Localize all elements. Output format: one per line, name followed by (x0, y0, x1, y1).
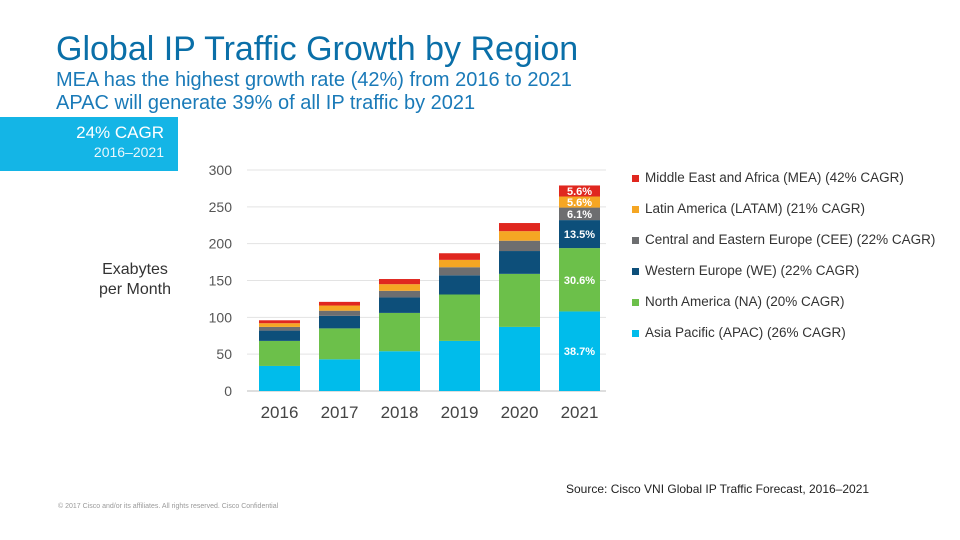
bar-segment-2019-series-5 (439, 253, 480, 260)
bar-segment-2018-series-2 (379, 297, 420, 313)
legend-item: North America (NA) (20% CAGR) (632, 294, 935, 325)
bar-segment-2017-series-4 (319, 305, 360, 311)
bar-segment-2020-series-4 (499, 231, 540, 241)
legend-label: Latin America (LATAM) (21% CAGR) (645, 201, 866, 216)
legend-swatch (632, 268, 639, 275)
y-tick-label: 300 (209, 162, 233, 178)
bar-segment-2016-series-2 (259, 330, 300, 341)
bar-segment-2019-series-3 (439, 267, 480, 276)
legend-swatch (632, 175, 639, 182)
bar-segment-2019-series-1 (439, 294, 480, 341)
x-tick-label-2017: 2017 (321, 403, 359, 422)
bar-segment-2016-series-3 (259, 326, 300, 331)
legend-label: Middle East and Africa (MEA) (42% CAGR) (645, 170, 904, 185)
bar-segment-2016-series-0 (259, 365, 300, 391)
bar-segment-2020-series-3 (499, 240, 540, 252)
y-tick-label: 0 (224, 383, 232, 399)
bar-segment-2019-series-0 (439, 340, 480, 391)
bar-segment-2017-series-2 (319, 315, 360, 329)
bar-segment-2021-series-3 (559, 207, 600, 221)
legend-item: Western Europe (WE) (22% CAGR) (632, 263, 935, 294)
bar-segment-2017-series-5 (319, 301, 360, 306)
y-tick-label: 50 (216, 346, 232, 362)
y-tick-label: 250 (209, 199, 233, 215)
chart-legend: Middle East and Africa (MEA) (42% CAGR) L… (632, 170, 935, 356)
bar-segment-2020-series-5 (499, 223, 540, 232)
legend-item: Asia Pacific (APAC) (26% CAGR) (632, 325, 935, 356)
bar-segment-2021-series-1 (559, 248, 600, 312)
legend-swatch (632, 206, 639, 213)
source-note: Source: Cisco VNI Global IP Traffic Fore… (566, 482, 870, 496)
y-tick-label: 100 (209, 309, 233, 325)
data-label-2021-series-4: 5.6% (567, 197, 592, 209)
legend-label: Central and Eastern Europe (CEE) (22% CA… (645, 232, 936, 247)
legend-swatch (632, 237, 639, 244)
y-tick-label: 200 (209, 236, 233, 252)
subtitle-line-2: APAC will generate 39% of all IP traffic… (56, 92, 476, 114)
data-label-2021-series-0: 38.7% (564, 346, 595, 358)
data-label-2021-series-1: 30.6% (564, 275, 595, 287)
bar-segment-2016-series-5 (259, 320, 300, 324)
legend-label: North America (NA) (20% CAGR) (645, 294, 845, 309)
bar-segment-2017-series-1 (319, 328, 360, 360)
cagr-period: 2016–2021 (93, 144, 164, 160)
bar-segment-2019-series-2 (439, 275, 480, 295)
x-tick-label-2019: 2019 (441, 403, 479, 422)
y-axis-label: Exabytes per Month (70, 260, 200, 300)
bar-segment-2020-series-0 (499, 326, 540, 391)
bar-segment-2021-series-5 (559, 185, 600, 197)
bar-segment-2021-series-0 (559, 311, 600, 391)
y-axis-label-line-1: Exabytes (102, 261, 168, 278)
legend-item: Latin America (LATAM) (21% CAGR) (632, 201, 935, 232)
y-axis-label-line-2: per Month (98, 281, 172, 298)
legend-item: Central and Eastern Europe (CEE) (22% CA… (632, 232, 935, 263)
bar-segment-2020-series-1 (499, 273, 540, 327)
bar-segment-2021-series-2 (559, 220, 600, 249)
y-tick-label: 150 (209, 273, 233, 289)
cagr-callout: 24% CAGR 2016–2021 (0, 117, 178, 171)
data-label-2021-series-5: 5.6% (567, 186, 592, 198)
legend-swatch (632, 299, 639, 306)
legend-item: Middle East and Africa (MEA) (42% CAGR) (632, 170, 935, 201)
x-tick-label-2016: 2016 (261, 403, 299, 422)
bar-segment-2017-series-0 (319, 359, 360, 391)
x-tick-label-2020: 2020 (501, 403, 539, 422)
cagr-label: 24% CAGR (76, 123, 164, 142)
data-label-2021-series-2: 13.5% (564, 229, 595, 241)
copyright-footer: © 2017 Cisco and/or its affiliates. All … (58, 503, 279, 510)
legend-label: Asia Pacific (APAC) (26% CAGR) (645, 325, 846, 340)
subtitle-line-1: MEA has the highest growth rate (42%) fr… (56, 69, 572, 91)
bar-segment-2018-series-0 (379, 351, 420, 391)
bar-segment-2018-series-5 (379, 279, 420, 285)
bar-segment-2018-series-1 (379, 312, 420, 352)
data-label-2021-series-3: 6.1% (567, 209, 592, 221)
legend-swatch (632, 330, 639, 337)
bar-segment-2019-series-4 (439, 259, 480, 268)
bar-segment-2017-series-3 (319, 310, 360, 316)
bar-segment-2018-series-4 (379, 284, 420, 291)
bar-segment-2016-series-4 (259, 323, 300, 327)
bar-segment-2018-series-3 (379, 290, 420, 298)
x-tick-label-2021: 2021 (561, 403, 599, 422)
legend-label: Western Europe (WE) (22% CAGR) (645, 263, 860, 278)
bar-segment-2016-series-1 (259, 340, 300, 366)
bar-segment-2020-series-2 (499, 251, 540, 274)
slide-title: Global IP Traffic Growth by Region (56, 30, 579, 68)
x-tick-label-2018: 2018 (381, 403, 419, 422)
bar-segment-2021-series-4 (559, 196, 600, 208)
